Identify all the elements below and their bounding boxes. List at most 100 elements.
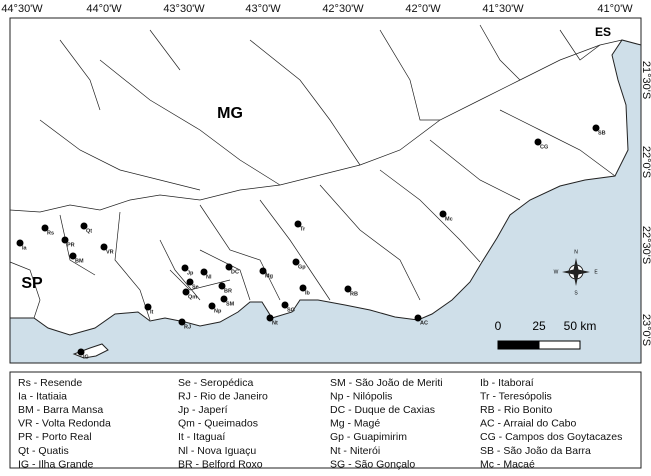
site-marker: [299, 284, 307, 292]
legend-entry: BM - Barra Mansa: [18, 404, 103, 416]
legend-entry: BR - Belford Roxo: [178, 458, 263, 470]
legend-entry: SG - São Gonçalo: [330, 458, 415, 470]
legend-entry: AC - Arraial do Cabo: [480, 418, 576, 430]
legend-entry: CG - Campos dos Goytacazes: [480, 431, 622, 443]
site-label: Rs: [47, 230, 54, 236]
site-label: BR: [224, 288, 232, 294]
site-label: Mc: [445, 216, 453, 222]
site-label: RB: [350, 291, 358, 297]
legend-entry: Ia - Itatiaia: [18, 390, 67, 402]
site-marker: [200, 268, 208, 276]
legend-entry: Qt - Quatis: [18, 445, 69, 457]
site-marker: [344, 285, 352, 293]
site-marker: [77, 348, 85, 356]
site-marker: [281, 301, 289, 309]
site-label: Nl: [206, 274, 212, 280]
site-label: SM: [226, 301, 235, 307]
site-label: SB: [598, 130, 606, 136]
legend-entry: Jp - Japerí: [178, 404, 228, 416]
right-axis-label: 21°30'S: [640, 61, 651, 99]
legend-entry: Mc - Macaé: [480, 458, 535, 470]
site-marker: [144, 303, 152, 311]
site-marker: [225, 263, 233, 271]
region-label: ES: [595, 25, 611, 39]
site-label: CG: [540, 144, 548, 150]
legend-entry: Np - Nilópolis: [330, 390, 392, 402]
site-label: DC: [231, 269, 239, 275]
site-marker: [220, 295, 228, 303]
legend-entry: DC - Duque de Caxias: [330, 404, 435, 416]
scale-label: 0: [495, 319, 502, 333]
right-axis-label: 22°0'S: [640, 146, 651, 178]
legend-entry: SB - São João da Barra: [480, 445, 591, 457]
compass-label: S: [574, 290, 578, 296]
site-marker: [259, 267, 267, 275]
site-label: Se: [192, 284, 199, 290]
legend-entry: RJ - Rio de Janeiro: [178, 390, 268, 402]
site-marker: [41, 224, 49, 232]
site-marker: [181, 264, 189, 272]
legend-entry: Tr - Teresópolis: [480, 390, 552, 402]
site-marker: [292, 258, 300, 266]
top-axis-label: 41°30'W: [482, 3, 524, 15]
site-marker: [294, 220, 302, 228]
site-marker: [534, 138, 542, 146]
legend-entry: VR - Volta Redonda: [18, 418, 111, 430]
site-marker: [16, 239, 24, 247]
site-marker: [218, 282, 226, 290]
site-label: Tr: [300, 226, 306, 232]
scale-segment: [538, 340, 581, 350]
region-label: SP: [21, 275, 43, 292]
site-label: AC: [420, 320, 428, 326]
site-label: BM: [75, 258, 84, 264]
legend-entry: Gp - Guapimirim: [330, 431, 407, 443]
site-marker: [592, 124, 600, 132]
site-marker: [439, 210, 447, 218]
legend-entry: RB - Rio Bonito: [480, 404, 553, 416]
scale-label: 25: [532, 319, 546, 333]
legend-box: [9, 371, 642, 469]
legend-entry: Nt - Niterói: [330, 445, 380, 457]
top-axis-label: 43°30'W: [163, 3, 205, 15]
compass-label: N: [574, 249, 578, 255]
site-label: IG: [83, 354, 89, 360]
site-marker: [100, 243, 108, 251]
legend-entry: Mg - Magé: [330, 418, 380, 430]
legend-entry: Qm - Queimados: [178, 418, 258, 430]
site-marker: [182, 288, 190, 296]
compass-label: E: [594, 269, 598, 275]
compass-label: W: [554, 269, 559, 275]
municipal-borders: [9, 24, 616, 321]
site-label: SG: [287, 307, 295, 313]
region-label: MG: [217, 105, 243, 122]
legend-entry: Nl - Nova Iguaçu: [178, 445, 256, 457]
top-axis-label: 42°0'W: [405, 3, 441, 15]
site-marker: [69, 252, 77, 260]
site-marker: [178, 318, 186, 326]
scale-label: 50 km: [564, 319, 597, 333]
site-marker: [266, 314, 274, 322]
state-border: [9, 39, 623, 213]
site-label: It: [150, 309, 154, 315]
legend-entry: IG - Ilha Grande: [18, 458, 93, 470]
top-axis-label: 41°0'W: [597, 3, 633, 15]
scale-segment: [497, 340, 540, 350]
top-axis-label: 43°0'W: [245, 3, 281, 15]
legend-entry: Rs - Resende: [18, 377, 82, 389]
top-axis-label: 42°30'W: [322, 3, 364, 15]
site-label: Gp: [298, 264, 306, 270]
site-label: Jp: [187, 270, 194, 276]
site-label: Np: [214, 308, 222, 314]
site-marker: [186, 278, 194, 286]
site-label: Ia: [22, 245, 28, 251]
site-label: Nt: [272, 320, 278, 326]
site-label: Ib: [305, 290, 311, 296]
top-axis-label: 44°0'W: [86, 3, 122, 15]
site-marker: [61, 236, 69, 244]
legend-entry: SM - São João de Meriti: [330, 377, 443, 389]
site-marker: [414, 314, 422, 322]
site-label: RJ: [184, 324, 191, 330]
scale-bar: 0 25 50 km: [495, 319, 597, 350]
legend-entry: PR - Porto Real: [18, 431, 92, 443]
